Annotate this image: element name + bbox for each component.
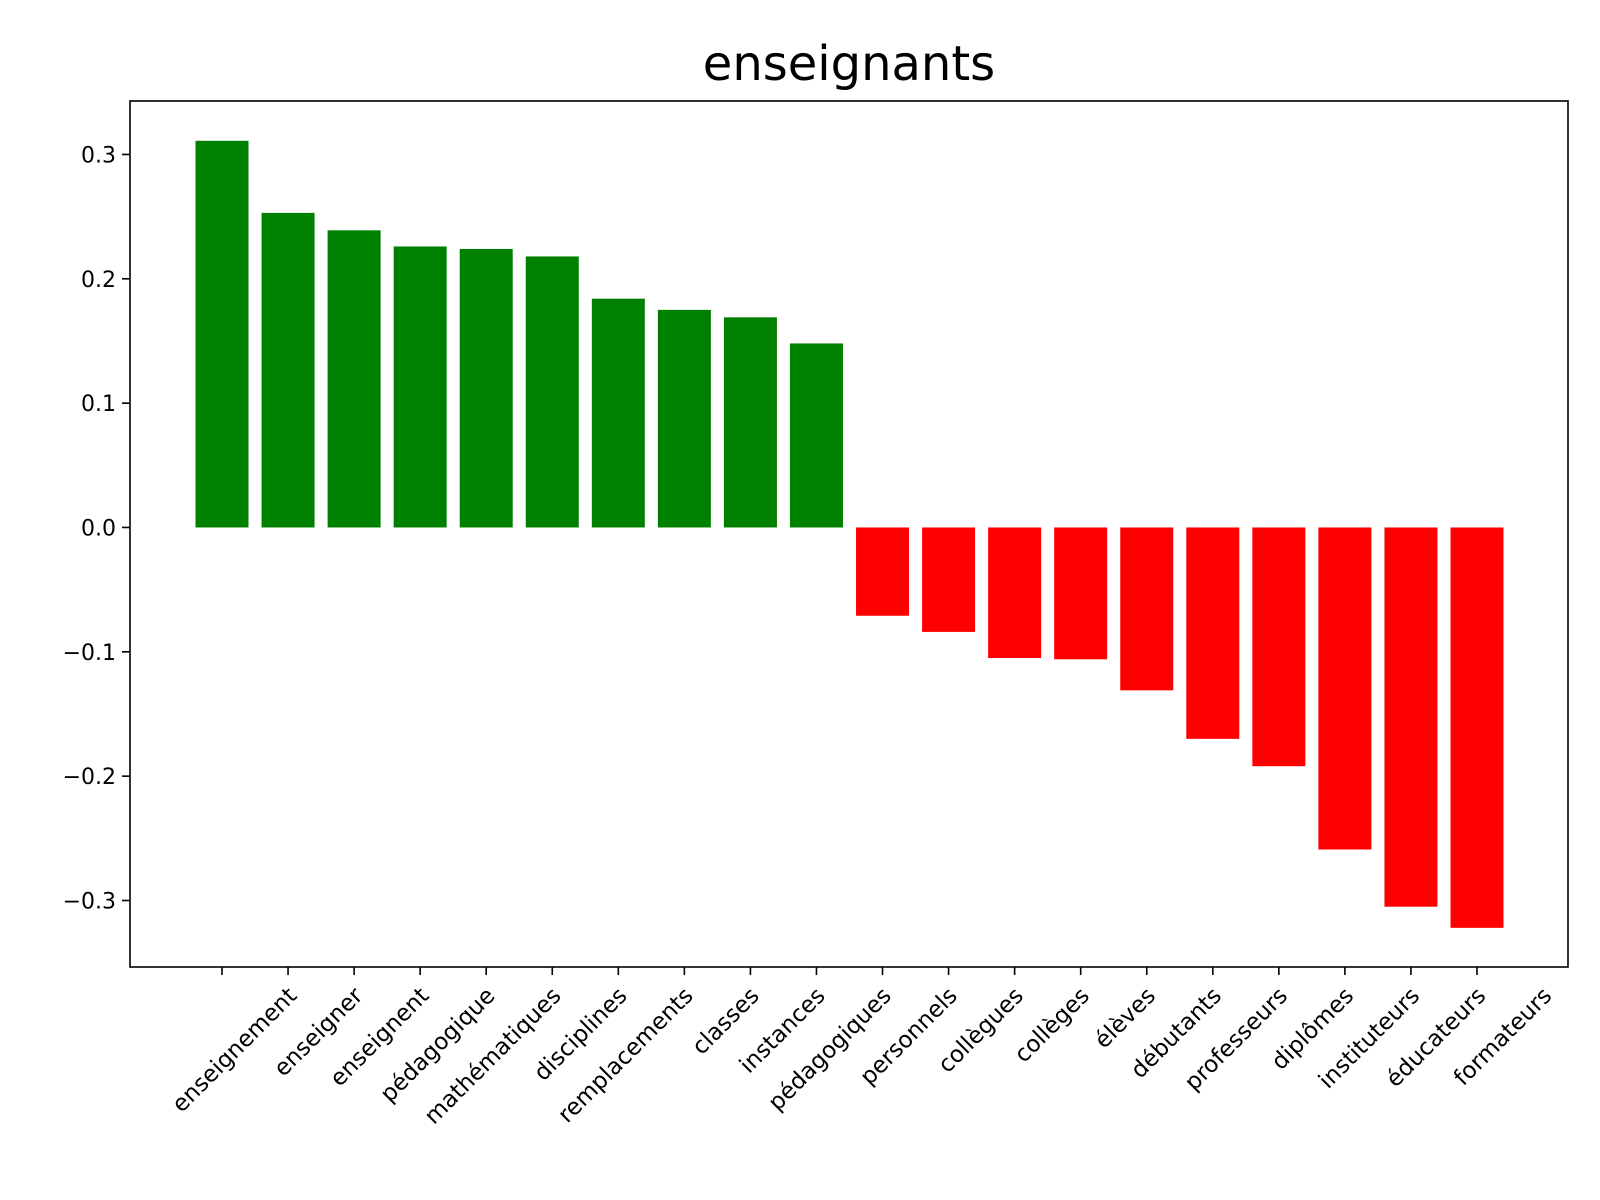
- bar-instituteurs: [1318, 527, 1372, 850]
- bar-enseigner: [261, 212, 315, 528]
- y-tick-label: 0.2: [81, 268, 116, 293]
- bar-personnels: [856, 527, 910, 616]
- bar-classes: [657, 309, 711, 528]
- bar-débutants: [1120, 527, 1174, 691]
- x-axis: enseignementenseignerenseignentpédagogiq…: [167, 967, 1557, 1130]
- bar-diplômes: [1252, 527, 1306, 767]
- bar-pédagogiques: [789, 343, 843, 528]
- bar-instances: [723, 317, 777, 528]
- bar-enseignent: [327, 230, 381, 528]
- bar-enseignement: [195, 140, 249, 528]
- y-axis: 0.3 0.2 0.1 0.0 −0.1 −0.2 −0.3: [63, 143, 130, 914]
- plot-frame: [129, 100, 1569, 968]
- bar-professeurs: [1186, 527, 1240, 739]
- y-tick-label: 0.0: [81, 516, 116, 541]
- y-tick-label: −0.2: [63, 765, 116, 790]
- bar-mathématiques: [459, 248, 513, 528]
- bar-pédagogique: [393, 246, 447, 528]
- chart-title: enseignants: [703, 36, 995, 92]
- bar-disciplines: [525, 256, 579, 528]
- y-tick-label: 0.1: [81, 392, 116, 417]
- bar-collègues: [922, 527, 976, 632]
- bars-group: [195, 140, 1504, 928]
- bar-formateurs: [1450, 527, 1504, 928]
- bar-collèges: [988, 527, 1042, 659]
- x-tick-label: pédagogique: [376, 983, 501, 1108]
- y-tick-label: 0.3: [81, 143, 116, 168]
- bar-éducateurs: [1384, 527, 1438, 907]
- bar-remplacements: [591, 298, 645, 528]
- bar-élèves: [1054, 527, 1108, 660]
- y-tick-label: −0.1: [63, 641, 116, 666]
- y-tick-label: −0.3: [63, 889, 116, 914]
